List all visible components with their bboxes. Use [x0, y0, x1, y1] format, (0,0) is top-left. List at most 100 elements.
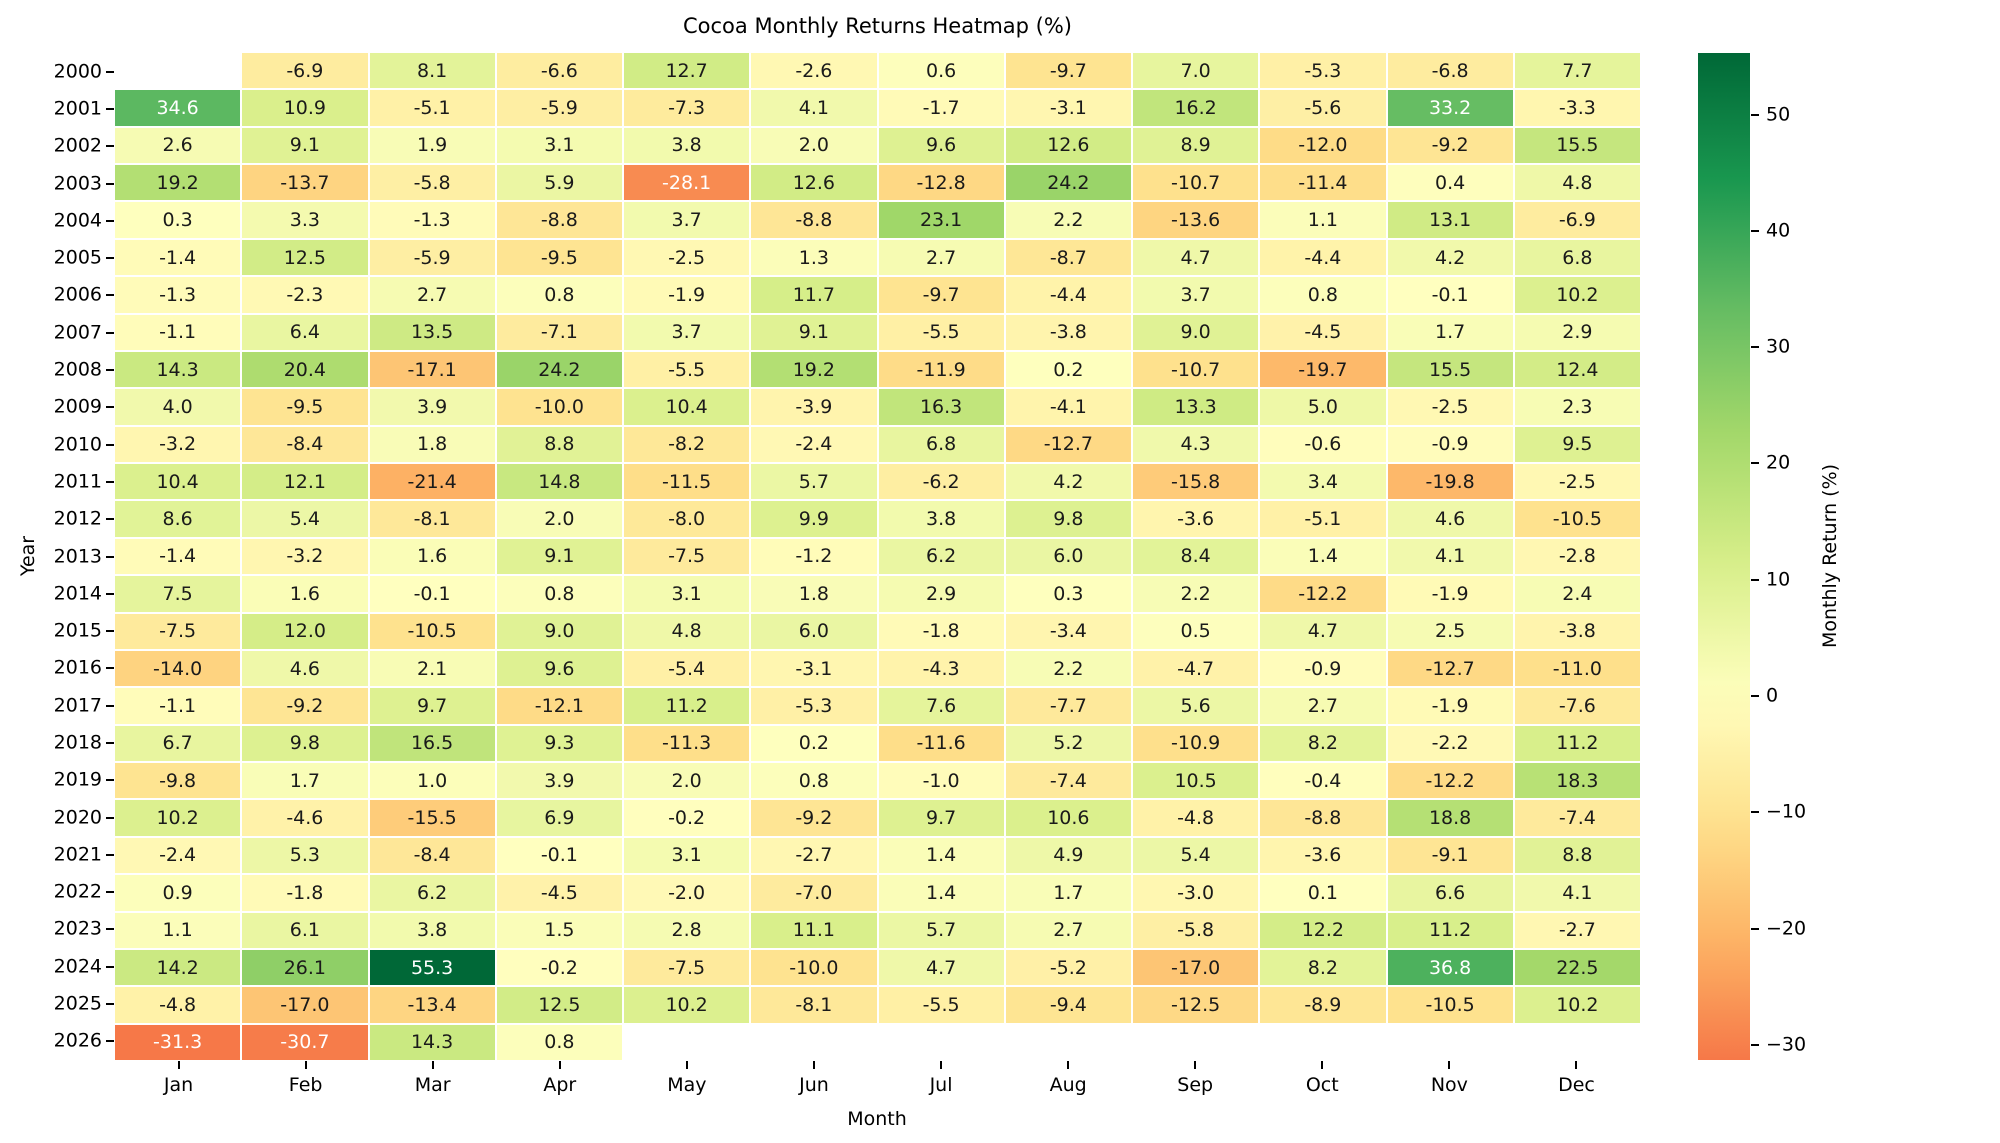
- heatmap-cell: 10.2: [1514, 987, 1640, 1023]
- colorbar-tick-mark: [1751, 1043, 1759, 1046]
- heatmap-cell: 2.7: [369, 277, 495, 313]
- heatmap-cell: -5.9: [369, 239, 495, 276]
- heatmap-cell: -8.8: [1260, 800, 1386, 836]
- y-tick-mark: [106, 555, 114, 558]
- heatmap-cell: 1.0: [369, 763, 495, 799]
- year-tick-label: 2017: [53, 694, 102, 717]
- heatmap-cell: -9.5: [496, 239, 622, 276]
- year-tick-label: 2002: [53, 134, 102, 157]
- heatmap-cell: -7.4: [1005, 763, 1131, 799]
- heatmap-cell: 8.6: [115, 501, 241, 537]
- heatmap-cell: 10.4: [115, 464, 241, 500]
- x-tick-mark: [812, 1061, 815, 1069]
- heatmap-cell: 2.6: [115, 127, 241, 164]
- heatmap-cell: 18.8: [1387, 800, 1513, 836]
- heatmap-cell: 12.4: [1514, 351, 1640, 388]
- heatmap-cell: 1.5: [496, 912, 622, 948]
- heatmap-cell: -8.0: [624, 501, 750, 537]
- heatmap-cell: -7.3: [624, 90, 750, 126]
- colorbar-tick-mark: [1751, 113, 1759, 116]
- heatmap-cell: -3.8: [1514, 613, 1640, 649]
- heatmap-cell: -7.0: [751, 875, 877, 911]
- heatmap-cell: -13.6: [1133, 202, 1259, 238]
- heatmap-cell: 16.5: [369, 725, 495, 762]
- heatmap-cell: 0.3: [1005, 576, 1131, 612]
- heatmap-cell: 0.2: [1005, 351, 1131, 388]
- heatmap-cell: 10.2: [624, 987, 750, 1023]
- heatmap-cell: -4.4: [1005, 277, 1131, 313]
- chart-title: Cocoa Monthly Returns Heatmap (%): [683, 14, 1072, 38]
- heatmap-cell: 9.0: [496, 613, 622, 649]
- heatmap-cell: 16.3: [878, 389, 1004, 425]
- heatmap-cell: -9.8: [115, 763, 241, 799]
- colorbar-tick-label: 50: [1766, 103, 1791, 126]
- heatmap-cell: 2.8: [624, 912, 750, 948]
- heatmap-cell: 4.0: [115, 389, 241, 425]
- y-tick-mark: [106, 145, 114, 148]
- year-tick-label: 2000: [53, 60, 102, 83]
- heatmap-cell: 4.2: [1387, 239, 1513, 276]
- month-tick-label: May: [667, 1074, 707, 1096]
- heatmap-cell: 9.1: [242, 127, 368, 164]
- heatmap-cell: 1.6: [369, 538, 495, 575]
- heatmap-cell: -13.4: [369, 987, 495, 1023]
- heatmap-cell: -1.0: [878, 763, 1004, 799]
- heatmap-cell: -11.0: [1514, 650, 1640, 687]
- heatmap-cell: 5.4: [1133, 837, 1259, 874]
- y-tick-mark: [106, 182, 114, 185]
- x-tick-mark: [685, 1061, 688, 1069]
- heatmap-cell: 4.1: [751, 90, 877, 126]
- x-tick-mark: [1448, 1061, 1451, 1069]
- heatmap-cell: 2.0: [751, 127, 877, 164]
- heatmap-cell: 12.6: [1005, 127, 1131, 164]
- heatmap-cell: -1.3: [115, 277, 241, 313]
- heatmap-cell: -7.5: [115, 613, 241, 649]
- heatmap-cell: -12.1: [496, 688, 622, 724]
- heatmap-cell: 2.2: [1133, 576, 1259, 612]
- heatmap-cell: 16.2: [1133, 90, 1259, 126]
- heatmap-cell: -8.2: [624, 426, 750, 463]
- heatmap-cell: [1005, 1024, 1131, 1060]
- heatmap-cell: 4.7: [1260, 613, 1386, 649]
- heatmap-cell: -5.9: [496, 90, 622, 126]
- heatmap-cell: 11.7: [751, 277, 877, 313]
- heatmap-cell: -15.8: [1133, 464, 1259, 500]
- heatmap-cell: 14.2: [115, 949, 241, 986]
- heatmap-cell: 5.0: [1260, 389, 1386, 425]
- heatmap-cell: 13.1: [1387, 202, 1513, 238]
- heatmap-cell: 9.3: [496, 725, 622, 762]
- year-tick-label: 2024: [53, 955, 102, 978]
- y-tick-mark: [106, 107, 114, 110]
- heatmap-cell: -12.2: [1260, 576, 1386, 612]
- x-tick-mark: [1575, 1061, 1578, 1069]
- heatmap-cell: 3.7: [624, 202, 750, 238]
- heatmap-cell: -0.1: [1387, 277, 1513, 313]
- heatmap-cell: 2.2: [1005, 650, 1131, 687]
- heatmap-cell: -1.3: [369, 202, 495, 238]
- heatmap-cell: 2.1: [369, 650, 495, 687]
- heatmap-cell: 3.1: [624, 576, 750, 612]
- heatmap-cell: 34.6: [115, 90, 241, 126]
- heatmap-cell: -5.6: [1260, 90, 1386, 126]
- heatmap-cell: -3.6: [1260, 837, 1386, 874]
- heatmap-cell: 24.2: [1005, 165, 1131, 201]
- heatmap-cell: 5.7: [751, 464, 877, 500]
- heatmap-cell: -6.6: [496, 53, 622, 89]
- y-tick-mark: [106, 779, 114, 782]
- y-tick-mark: [106, 853, 114, 856]
- heatmap-cell: 7.5: [115, 576, 241, 612]
- y-tick-mark: [106, 480, 114, 483]
- month-tick-label: Apr: [543, 1074, 577, 1096]
- heatmap-cell: 1.7: [1387, 314, 1513, 350]
- heatmap-cell: -1.4: [115, 538, 241, 575]
- y-tick-mark: [106, 331, 114, 334]
- heatmap-cell: 0.3: [115, 202, 241, 238]
- heatmap-cell: -19.7: [1260, 351, 1386, 388]
- heatmap-cell: 0.9: [115, 875, 241, 911]
- heatmap-cell: [751, 1024, 877, 1060]
- heatmap-cell: 11.2: [1387, 912, 1513, 948]
- heatmap-cell: 6.6: [1387, 875, 1513, 911]
- heatmap-cell: 14.3: [115, 351, 241, 388]
- month-tick-label: Jul: [929, 1074, 953, 1096]
- heatmap-cell: 3.8: [878, 501, 1004, 537]
